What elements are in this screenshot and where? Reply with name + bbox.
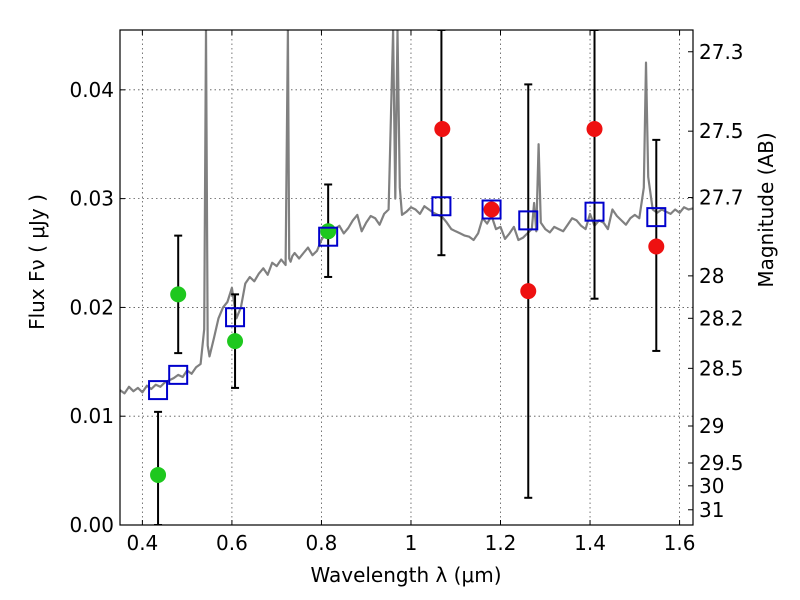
green-data-point [320,223,337,240]
x-tick-label: 1.2 [485,531,517,555]
x-axis-label: Wavelength λ (μm) [310,563,501,587]
model-square-marker [584,201,605,222]
x-tick-label: 1.4 [574,531,606,555]
x-tick-label: 1 [405,531,418,555]
mag-tick-label: 29 [699,414,724,438]
green-data-point [150,466,167,483]
points-layer [148,121,667,483]
red-data-point [483,201,500,218]
spectrum-line [120,30,693,395]
x-tick-label: 0.6 [216,531,248,555]
model-square-marker [168,364,189,385]
mag-tick-label: 31 [699,498,724,522]
x-tick-label: 1.6 [664,531,696,555]
y-tick-label: 0.02 [69,295,114,319]
plot-frame [119,29,694,526]
green-data-point [170,286,187,303]
error-bar-layer [154,30,661,525]
green-data-point [227,333,244,350]
model-square-marker [148,380,169,401]
model-square-marker [518,210,539,231]
red-data-point [434,121,451,137]
model-square-marker [431,196,452,217]
model-square-marker [481,199,502,220]
y-tick-label: 0.04 [69,78,114,102]
model-square-marker [318,226,339,247]
mag-tick-label: 28.2 [699,306,744,330]
mag-tick-label: 30 [699,474,724,498]
model-square-marker [646,207,667,228]
x-tick-label: 0.8 [306,531,338,555]
y-tick-label: 0.01 [69,404,114,428]
ticks: 0.4 0.6 0.8 1 1.2 1.4 1.6 0.00 0.01 0.02 0.03 0.04 2… [69,30,744,555]
y-axis-label: Flux Fν ( μJy ) [25,194,49,330]
spectrum-layer [120,30,693,395]
red-data-point [520,283,537,300]
y-tick-label: 0.00 [69,513,114,537]
mag-tick-label: 29.5 [699,451,744,475]
mag-tick-label: 27.3 [699,40,744,64]
x-tick-label: 0.4 [126,531,158,555]
red-data-point [648,238,665,255]
mag-tick-label: 28.5 [699,356,744,380]
y-tick-label: 0.03 [69,187,114,211]
right-y-axis-label: Magnitude (AB) [754,132,778,287]
mag-tick-label: 27.7 [699,186,744,210]
red-data-point [586,121,603,137]
model-square-marker [225,307,246,328]
mag-tick-label: 27.5 [699,119,744,143]
mag-tick-label: 28 [699,264,724,288]
